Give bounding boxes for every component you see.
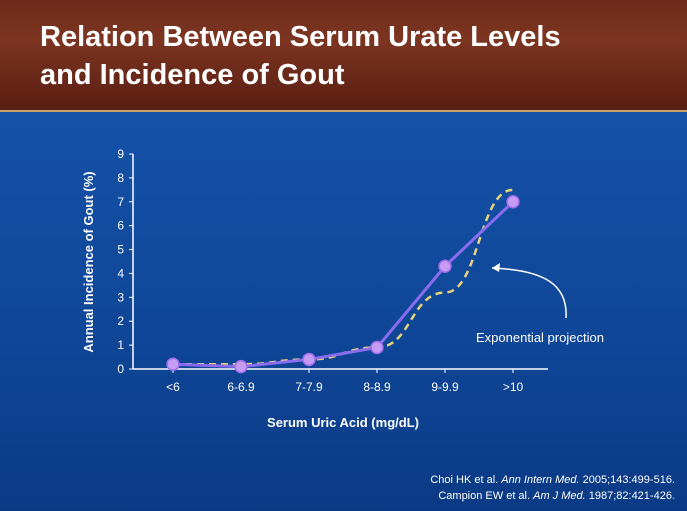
y-tick-label: 4 — [117, 266, 124, 280]
citation-2-authors: Campion EW et al. — [438, 490, 531, 502]
content-area — [0, 112, 687, 511]
y-tick-label: 3 — [117, 290, 124, 304]
citation-1-authors: Choi HK et al. — [430, 474, 499, 486]
y-axis-label: Annual Incidence of Gout (%) — [81, 171, 96, 352]
slide-title-line-2: and Incidence of Gout — [40, 59, 345, 91]
y-tick-label: 1 — [117, 338, 124, 352]
y-tick-label: 2 — [117, 314, 124, 328]
y-tick-label: 0 — [117, 362, 124, 376]
y-tick-label: 9 — [117, 147, 124, 161]
annotation-arrow — [491, 267, 567, 319]
exponential-projection-line — [173, 188, 514, 366]
x-tick-label: 6-6.9 — [227, 380, 255, 394]
x-tick-label: 9-9.9 — [431, 380, 459, 394]
citation-2-journal: Am J Med. — [533, 490, 586, 502]
incidence-series-line — [172, 200, 515, 369]
x-tick-label: 7-7.9 — [295, 380, 323, 394]
data-point — [234, 359, 248, 374]
data-point — [370, 340, 384, 355]
data-point — [302, 352, 316, 367]
x-tick-label: >10 — [503, 380, 524, 394]
citation-1-details: 2005;143:499-516. — [582, 474, 675, 486]
title-banner: Relation Between Serum Urate Levels and … — [0, 0, 687, 112]
citations: Choi HK et al. Ann Intern Med. 2005;143:… — [430, 472, 675, 504]
annotation-arrowhead — [492, 263, 500, 272]
data-point — [166, 357, 180, 371]
slide-title-line-1: Relation Between Serum Urate Levels — [40, 21, 561, 53]
citation-2: Campion EW et al. Am J Med. 1987;82:421-… — [430, 488, 675, 504]
y-tick-label: 6 — [117, 219, 124, 233]
y-tick-label: 8 — [117, 171, 124, 185]
x-axis-label: Serum Uric Acid (mg/dL) — [267, 415, 419, 430]
x-tick-label: 8-8.9 — [363, 380, 391, 394]
citation-1-journal: Ann Intern Med. — [501, 474, 580, 486]
y-tick-label: 5 — [117, 243, 124, 257]
slide-title: Relation Between Serum Urate Levels and … — [40, 18, 660, 94]
citation-2-details: 1987;82:421-426. — [588, 490, 675, 502]
projection-annotation-label: Exponential projection — [476, 330, 604, 345]
y-tick-label: 7 — [117, 195, 124, 209]
data-point — [438, 259, 452, 274]
citation-1: Choi HK et al. Ann Intern Med. 2005;143:… — [430, 472, 675, 488]
x-tick-label: <6 — [166, 380, 180, 394]
data-point — [506, 195, 520, 209]
